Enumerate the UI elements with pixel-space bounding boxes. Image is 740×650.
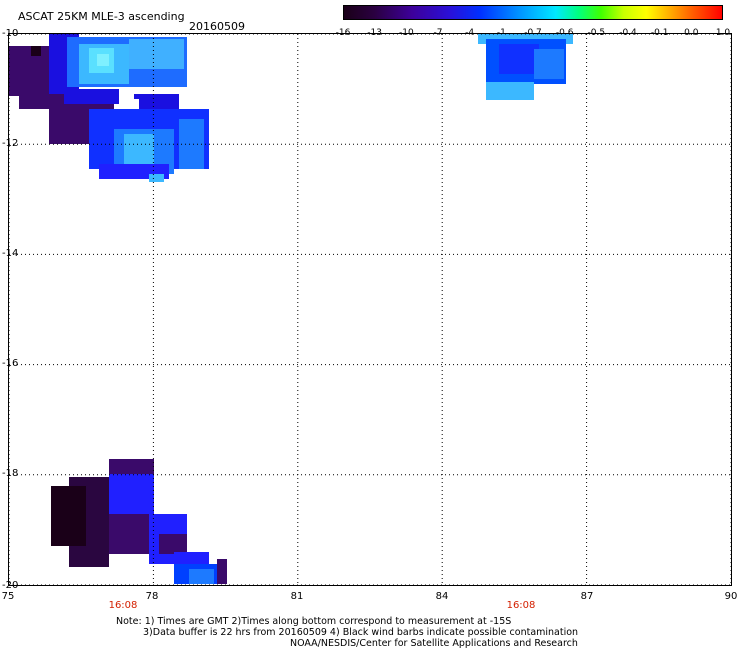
time-label: 16:08 [506,600,536,611]
data-cell [109,514,149,554]
data-cell [217,559,227,584]
note-line-3: NOAA/NESDIS/Center for Satellite Applica… [290,638,578,649]
y-tick-label: -14 [2,248,19,259]
y-tick-label: -12 [2,138,19,149]
data-cell [499,44,539,74]
x-tick-label: 78 [145,591,159,602]
data-cell [534,49,564,79]
y-tick-label: -10 [2,28,19,39]
data-cell [486,82,534,100]
data-cell [31,46,41,56]
y-tick-label: -20 [2,580,19,591]
y-tick-label: -18 [2,468,19,479]
data-cell [149,174,164,182]
x-tick-label: 75 [1,591,15,602]
colorbar [343,5,723,20]
y-tick-label: -16 [2,358,19,369]
note-line-2: 3)Data buffer is 22 hrs from 20160509 4)… [143,627,579,638]
data-cell [97,54,109,66]
time-label: 16:08 [108,600,138,611]
data-cell [119,99,139,109]
data-cell [9,46,49,96]
chart-title: ASCAT 25KM MLE-3 ascending [18,10,185,23]
note-line-1: Note: 1) Times are GMT 2)Times along bot… [116,616,512,627]
data-cell [64,89,119,104]
data-cell [174,552,209,567]
chart-date: 20160509 [189,20,245,33]
x-tick-label: 81 [290,591,304,602]
x-tick-label: 90 [724,591,738,602]
map-plot [8,33,732,586]
map-canvas [9,34,731,585]
data-cell [159,534,187,554]
x-tick-label: 84 [435,591,449,602]
data-cell [124,134,154,164]
data-cell [51,486,86,546]
x-tick-label: 87 [580,591,594,602]
data-cell [189,569,214,584]
data-cell [179,119,204,169]
data-cell [129,39,184,69]
